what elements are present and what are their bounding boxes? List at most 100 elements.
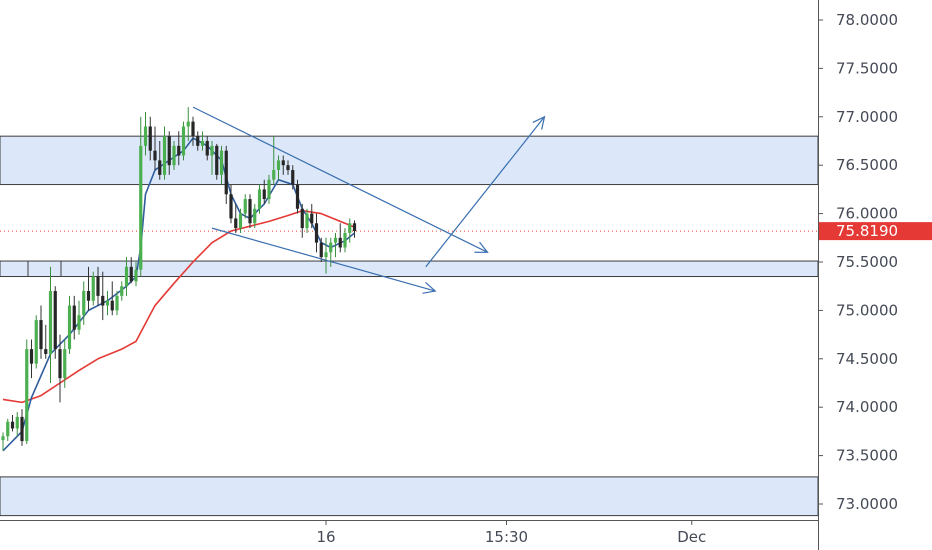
candle-49: [234, 203, 238, 233]
candle-74: [352, 220, 357, 238]
candle-body: [196, 136, 200, 146]
candle-53: [253, 203, 257, 229]
time-tick-label-2: Dec: [677, 528, 706, 546]
candle-body: [186, 121, 190, 127]
candle-body: [348, 223, 352, 233]
candle-63: [300, 203, 304, 238]
candle-body: [215, 145, 219, 175]
candle-body: [39, 320, 43, 350]
candle-body: [162, 136, 167, 175]
candle-20: [96, 266, 100, 306]
candle-57: [272, 136, 276, 185]
candle-body: [10, 421, 15, 429]
candle-body: [101, 295, 105, 306]
candle-60: [286, 160, 290, 175]
candle-35: [167, 131, 171, 175]
price-tick-label-2: 77.0000: [836, 108, 898, 126]
candle-10: [48, 266, 53, 383]
candle-15: [72, 295, 76, 340]
candle-56: [267, 174, 271, 204]
price-tick-label-4: 76.0000: [836, 205, 898, 223]
candle-body: [191, 121, 195, 137]
candle-body: [177, 145, 181, 156]
candle-body: [229, 194, 233, 219]
price-tick-label-0: 78.0000: [836, 11, 898, 29]
candle-body: [72, 305, 76, 330]
candle-body: [25, 349, 29, 442]
time-axis[interactable]: 16 15:30 Dec: [0, 520, 818, 546]
candle-body: [48, 291, 53, 354]
candle-23: [110, 281, 114, 316]
candle-55: [262, 179, 266, 204]
price-tick-label-3: 76.5000: [836, 156, 898, 174]
candle-72: [343, 228, 347, 253]
candle-body: [329, 242, 333, 253]
price-axis[interactable]: 78.0000 77.5000 77.0000 76.5000 76.0000 75.50…: [818, 0, 898, 550]
candle-body: [1, 436, 5, 441]
candle-7: [34, 315, 38, 369]
candle-body: [295, 184, 300, 209]
candle-6: [29, 339, 34, 379]
candle-9: [44, 324, 48, 359]
candle-64: [305, 208, 309, 233]
candle-3: [15, 412, 19, 437]
drawings-layer: [192, 106, 546, 294]
candle-body: [257, 189, 262, 209]
trendline-0-head: [474, 241, 489, 253]
candle-71: [338, 223, 342, 253]
candle-body: [272, 170, 276, 180]
candle-25: [120, 281, 124, 301]
candle-8: [39, 305, 43, 359]
last-price-badge: 75.8190: [819, 222, 932, 241]
candle-5: [25, 339, 29, 444]
candle-12: [58, 334, 62, 403]
candle-body: [167, 136, 171, 166]
price-tick-label-10: 73.0000: [836, 495, 898, 513]
candle-body: [96, 276, 100, 296]
candle-0: [1, 432, 5, 451]
candle-39: [186, 107, 190, 141]
candle-body: [343, 232, 347, 248]
zone-2: [0, 476, 819, 517]
candle-body: [44, 349, 48, 354]
candle-body: [338, 237, 342, 248]
candle-26: [124, 257, 129, 296]
ema-slow-line: [2, 209, 355, 404]
candle-52: [248, 194, 252, 229]
candle-body: [139, 145, 143, 270]
candle-body: [267, 179, 271, 200]
candle-body: [82, 291, 86, 316]
candle-body: [305, 213, 309, 229]
candle-54: [257, 184, 262, 214]
candle-body: [314, 223, 319, 243]
candle-body: [238, 213, 243, 229]
candle-body: [129, 266, 133, 282]
candle-body: [67, 305, 72, 350]
zone-1: [0, 260, 819, 278]
candle-body: [153, 150, 157, 161]
candle-body: [120, 286, 124, 296]
candle-67: [319, 237, 323, 262]
price-tick-label-8: 74.0000: [836, 398, 898, 416]
candle-16: [77, 300, 81, 335]
candle-17: [82, 281, 86, 325]
candle-27: [129, 257, 133, 284]
candles-layer: [1, 107, 357, 451]
candle-36: [172, 141, 176, 171]
last-price-badge-bg: [819, 222, 932, 241]
candle-body: [286, 165, 290, 171]
trendline-0: [192, 106, 488, 253]
candle-47: [224, 145, 228, 204]
candle-11: [53, 286, 57, 359]
last-price-label: 75.8190: [836, 222, 898, 240]
candle-73: [348, 218, 352, 243]
candle-43: [205, 136, 209, 161]
candle-22: [105, 291, 110, 316]
candle-59: [281, 155, 285, 175]
candle-28: [134, 262, 138, 287]
candle-body: [319, 242, 323, 258]
candle-42: [200, 131, 205, 151]
candle-body: [200, 141, 205, 146]
